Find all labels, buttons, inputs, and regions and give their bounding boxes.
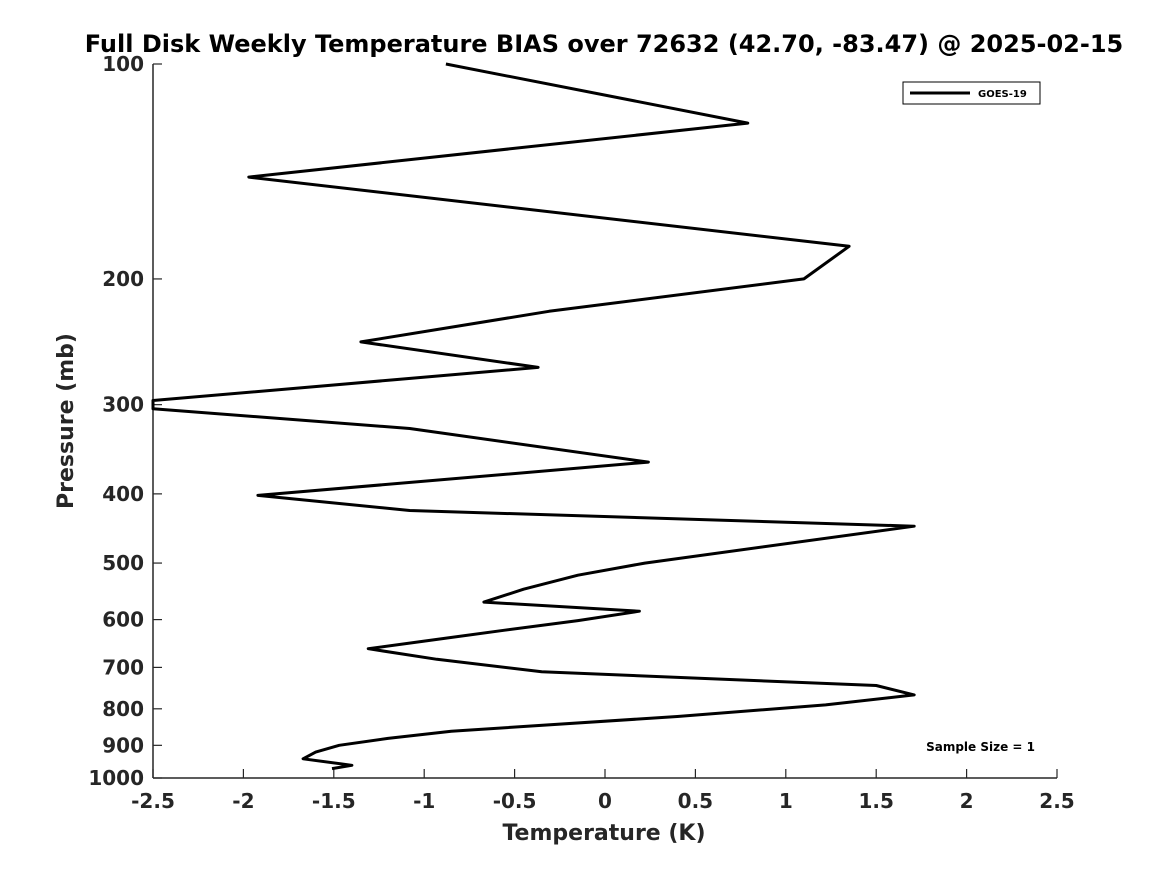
y-tick-label: 300 xyxy=(102,393,144,417)
series-line-goes-19 xyxy=(151,62,916,771)
y-tick-label: 200 xyxy=(102,267,144,291)
x-tick-label: -1 xyxy=(413,789,435,813)
legend-label-goes-19: GOES-19 xyxy=(978,89,1027,100)
y-axis-label: Pressure (mb) xyxy=(54,333,79,509)
chart-title: Full Disk Weekly Temperature BIAS over 7… xyxy=(85,30,1124,58)
series-layer xyxy=(151,62,916,771)
x-tick-label: 2.5 xyxy=(1039,789,1074,813)
x-tick-label: 2 xyxy=(960,789,974,813)
x-ticks: -2.5 -2 -1.5 -1 -0.5 0 0.5 1 1.5 2 2.5 xyxy=(131,769,1075,813)
y-tick-label: 900 xyxy=(102,733,144,757)
y-tick-label: 1000 xyxy=(88,766,144,790)
x-tick-label: -2.5 xyxy=(131,789,175,813)
y-tick-label: 400 xyxy=(102,482,144,506)
x-tick-label: -1.5 xyxy=(312,789,356,813)
x-tick-label: 1 xyxy=(779,789,793,813)
y-tick-label: 600 xyxy=(102,608,144,632)
legend: GOES-19 xyxy=(902,81,1041,105)
x-axis-label: Temperature (K) xyxy=(502,821,705,846)
x-tick-label: 0 xyxy=(598,789,612,813)
x-tick-label: -0.5 xyxy=(493,789,537,813)
x-tick-label: 1.5 xyxy=(858,789,893,813)
x-tick-label: -2 xyxy=(232,789,254,813)
y-ticks: 100 200 300 400 500 600 700 800 900 1000 xyxy=(88,52,162,790)
y-tick-label: 500 xyxy=(102,551,144,575)
y-tick-label: 800 xyxy=(102,697,144,721)
sample-size-annotation: Sample Size = 1 xyxy=(926,740,1035,754)
x-tick-label: 0.5 xyxy=(678,789,713,813)
y-tick-label: 100 xyxy=(102,52,144,76)
legend-box xyxy=(902,81,1041,105)
y-tick-label: 700 xyxy=(102,655,144,679)
